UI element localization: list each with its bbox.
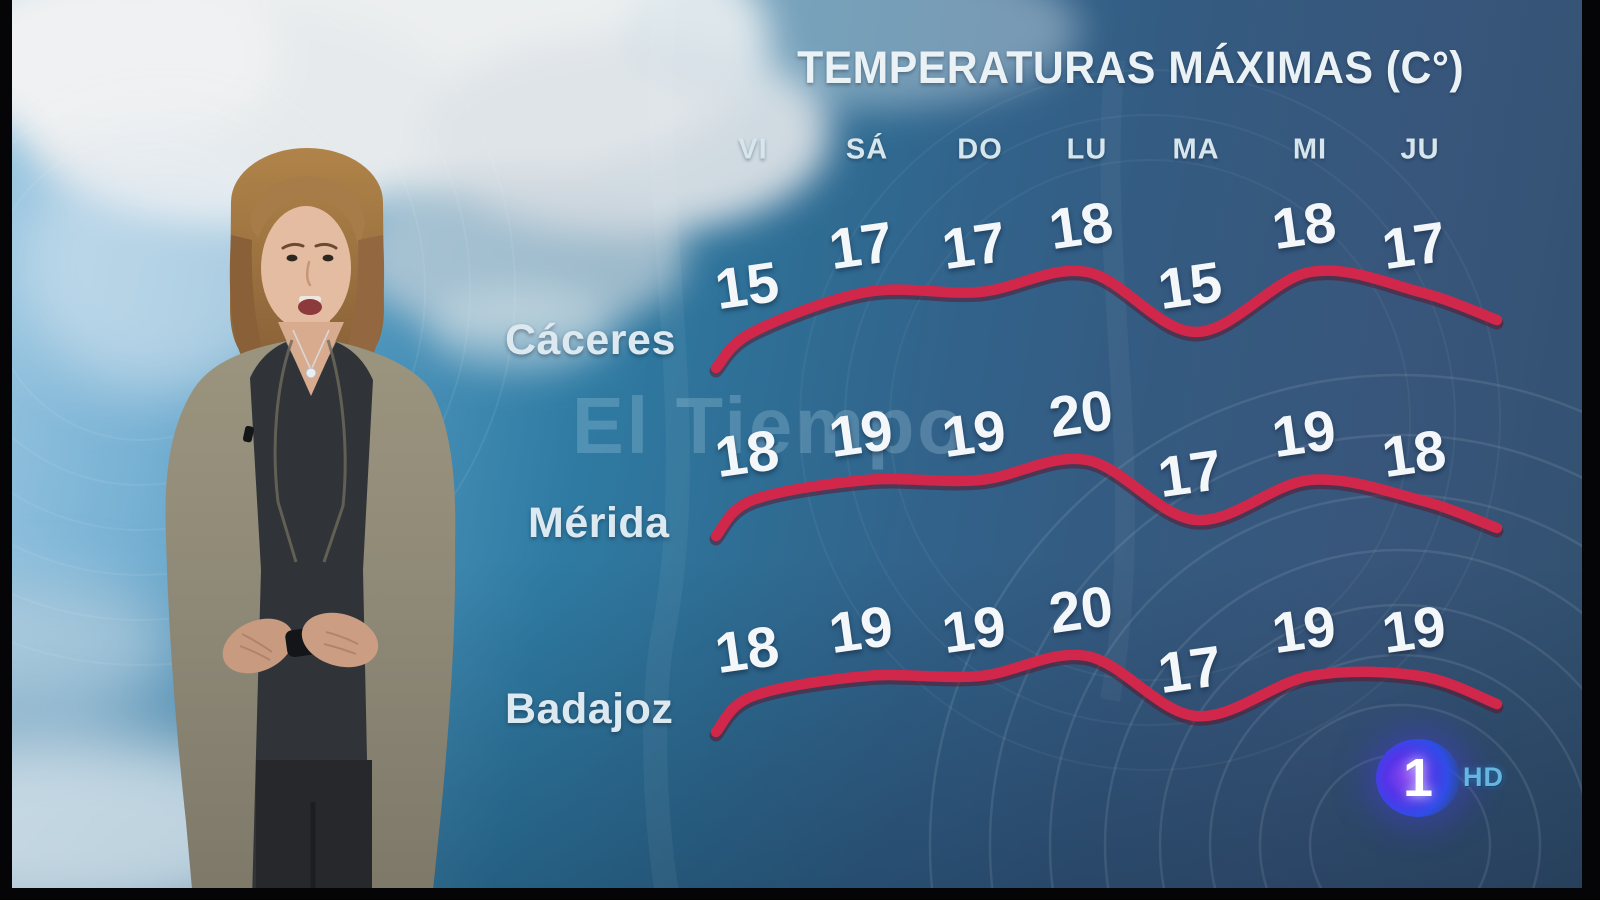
temperature-value: 15 (1154, 249, 1226, 323)
day-label: SÁ (845, 133, 889, 166)
temperature-value: 17 (1378, 209, 1450, 283)
day-label: DO (957, 133, 1003, 166)
temperature-value: 18 (711, 417, 783, 491)
temperature-value: 19 (938, 397, 1010, 471)
temperature-value: 19 (1378, 593, 1450, 667)
temperature-value: 19 (825, 593, 897, 667)
day-label: VI (738, 133, 768, 166)
letterbox-bottom (0, 888, 1600, 900)
chart-title: TEMPERATURAS MÁXIMAS (C°) (796, 42, 1464, 93)
temperature-value: 15 (711, 249, 783, 323)
temperature-value: 19 (1268, 593, 1340, 667)
temperature-value: 17 (1154, 633, 1226, 707)
temperature-value: 18 (1378, 417, 1450, 491)
city-label: Mérida (528, 499, 670, 547)
day-label: JU (1400, 133, 1440, 166)
city-label: Cáceres (505, 316, 676, 364)
letterbox-left (0, 0, 12, 900)
temperature-value: 19 (1268, 397, 1340, 471)
city-label: Badajoz (505, 685, 674, 733)
temperature-value: 18 (711, 613, 783, 687)
la1-logo: 1 (1376, 739, 1460, 817)
temperature-value: 19 (825, 397, 897, 471)
temperature-value: 18 (1268, 189, 1340, 263)
temperature-value: 17 (938, 209, 1010, 283)
temperature-value: 20 (1045, 573, 1117, 647)
letterbox-right (1582, 0, 1600, 900)
channel-number: 1 (1402, 748, 1434, 808)
day-label: MA (1172, 133, 1220, 166)
temperature-value: 18 (1045, 189, 1117, 263)
day-label: MI (1292, 133, 1328, 166)
temperature-value: 19 (938, 593, 1010, 667)
day-label: LU (1066, 133, 1108, 166)
temperature-value: 17 (825, 209, 897, 283)
temperature-value: 20 (1045, 377, 1117, 451)
temperature-value: 17 (1154, 437, 1226, 511)
hd-badge: HD (1463, 762, 1504, 792)
